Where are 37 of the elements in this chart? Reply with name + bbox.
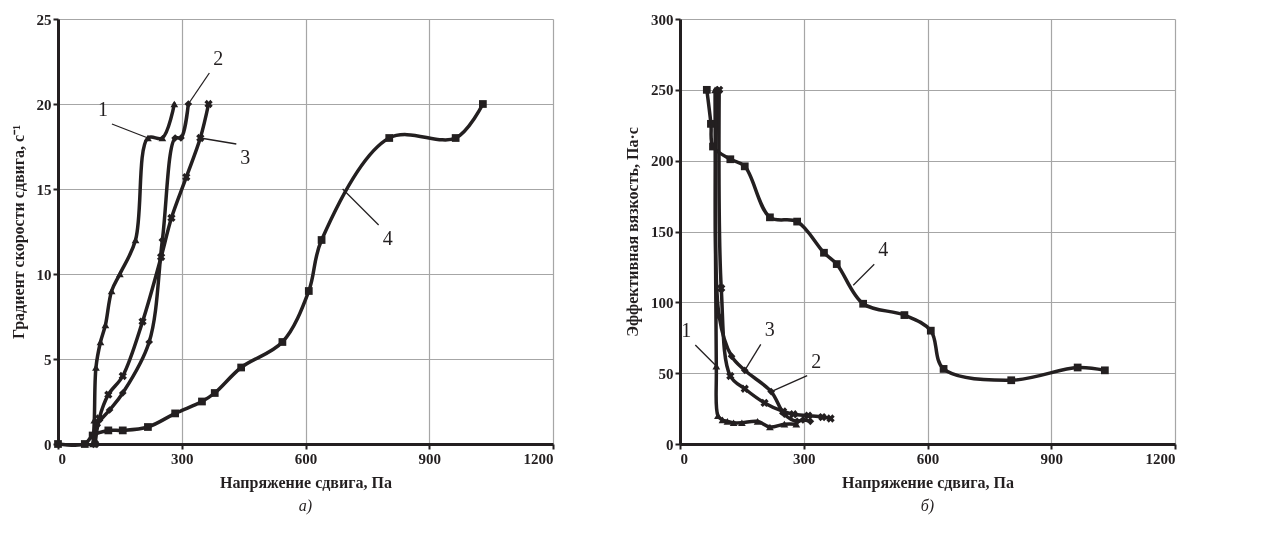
y-tick-label: 300 xyxy=(651,11,674,28)
annotation: 4 xyxy=(382,227,393,249)
text: а) xyxy=(298,497,313,515)
annotation: 3 xyxy=(764,318,775,341)
x-tick-label: 300 xyxy=(171,450,194,467)
y-tick-label: 250 xyxy=(651,82,674,99)
y-tick-label: 15 xyxy=(36,181,52,198)
x-tick-label: 300 xyxy=(793,450,816,467)
y-tick-label: 0 xyxy=(44,436,52,453)
y-tick-label: 0 xyxy=(666,436,674,453)
y-tick-label: 200 xyxy=(651,153,674,170)
x-tick-label: 600 xyxy=(916,450,940,467)
y-tick-label: 100 xyxy=(651,294,674,311)
annotation: 2 xyxy=(213,47,224,69)
x-tick-label: 0 xyxy=(680,450,688,467)
x-tick-label: 600 xyxy=(294,450,318,467)
x-tick-label: 1200 xyxy=(523,450,554,467)
text: б) xyxy=(920,497,935,515)
x-tick-label: 900 xyxy=(418,450,441,467)
annotation: 1 xyxy=(681,319,692,342)
y-tick-label: 20 xyxy=(36,96,52,113)
x-tick-label: 1200 xyxy=(1145,450,1176,467)
annotation: 2 xyxy=(811,349,822,372)
y-tick-label: 150 xyxy=(651,224,674,240)
annotation: 1 xyxy=(97,98,108,120)
x-axis-title: Напряжение сдвига, Па xyxy=(220,473,392,492)
x-axis-title: Напряжение сдвига, Па xyxy=(842,473,1014,492)
annotation: 3 xyxy=(240,146,251,168)
y-tick-label: 5 xyxy=(44,351,52,368)
x-tick-label: 0 xyxy=(58,450,66,467)
y-tick-label: 25 xyxy=(36,11,52,28)
y-axis-title: Эффективная вязкость, Па·с xyxy=(624,127,642,337)
y-tick-label: 50 xyxy=(658,365,674,382)
annotation: 4 xyxy=(878,238,889,261)
y-tick-label: 10 xyxy=(36,266,52,283)
y-axis-title: Градиент скорости сдвига, с⁻¹ xyxy=(9,124,28,339)
x-tick-label: 900 xyxy=(1040,450,1063,467)
